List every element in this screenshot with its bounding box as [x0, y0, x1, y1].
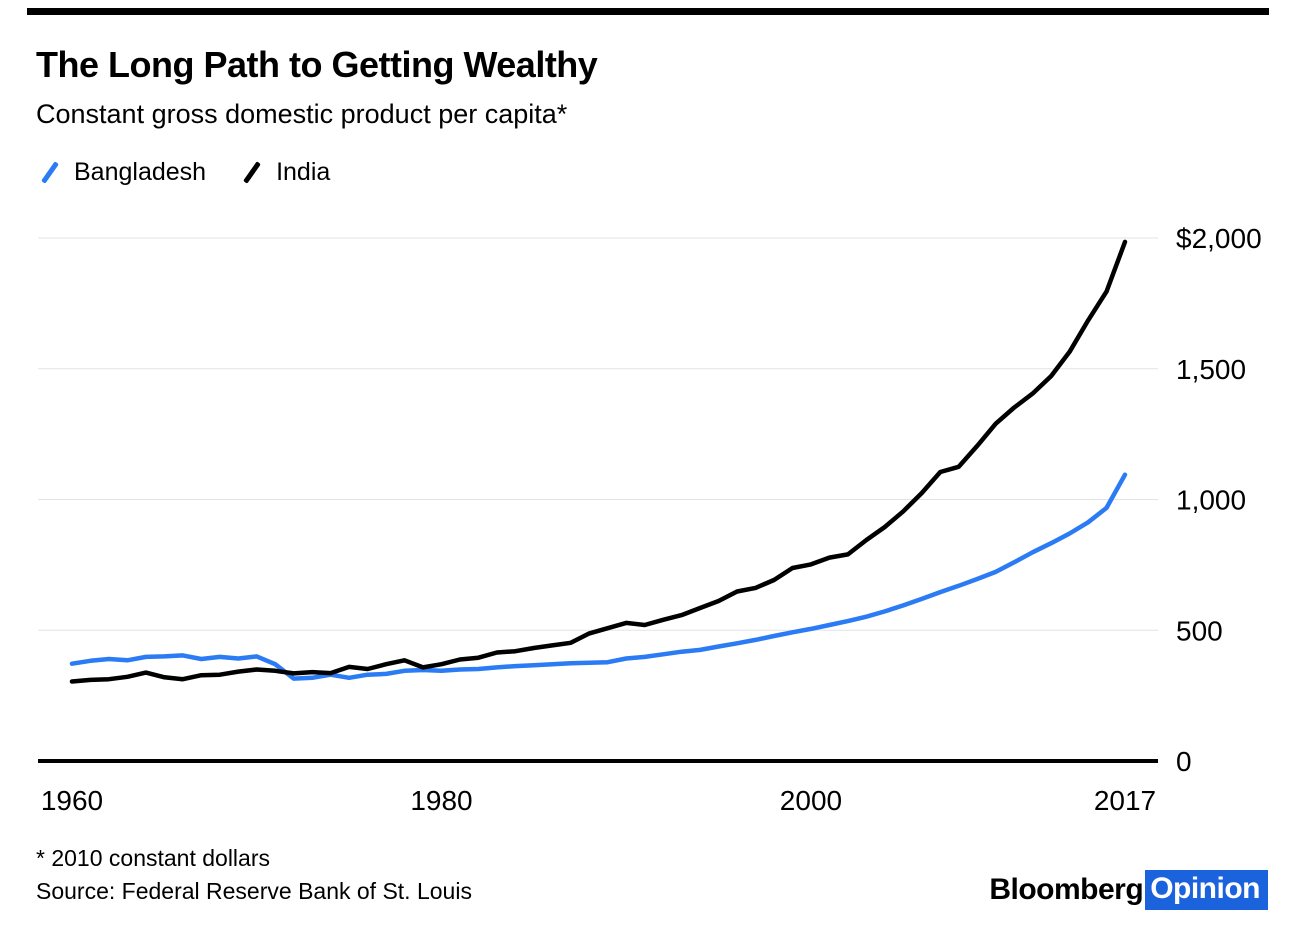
india-line-swatch-icon: [243, 161, 261, 184]
top-accent-bar: [27, 8, 1269, 15]
bloomberg-opinion-logo: Bloomberg Opinion: [989, 870, 1268, 910]
series-line-bangladesh: [69, 472, 1128, 681]
x-tick-label: 1980: [410, 785, 472, 816]
chart-footnote: * 2010 constant dollars: [36, 845, 270, 871]
legend-label-india: India: [276, 158, 331, 186]
legend-item-bangladesh: Bangladesh: [38, 158, 206, 187]
legend-item-india: India: [240, 158, 330, 187]
chart-subtitle: Constant gross domestic product per capi…: [36, 99, 568, 129]
x-tick-label: 1960: [41, 785, 103, 816]
chart-title: The Long Path to Getting Wealthy: [36, 44, 598, 85]
y-tick-label: 1,000: [1176, 485, 1246, 516]
logo-opinion-text: Opinion: [1145, 870, 1268, 910]
x-tick-label: 2000: [780, 785, 842, 816]
y-tick-label: 1,500: [1176, 354, 1246, 385]
bangladesh-line-swatch-icon: [41, 161, 59, 184]
logo-bloomberg-text: Bloomberg: [989, 873, 1144, 906]
x-tick-label: 2017: [1094, 785, 1156, 816]
y-tick-label: 500: [1176, 615, 1223, 646]
chart-source: Source: Federal Reserve Bank of St. Loui…: [36, 878, 472, 904]
line-chart: 0 500 1,000 1,500 $2,000 1960 1980 2000 2017: [38, 223, 1262, 816]
y-tick-label: 0: [1176, 746, 1192, 777]
legend: Bangladesh India: [38, 158, 330, 187]
series-line-india: [69, 239, 1128, 684]
legend-label-bangladesh: Bangladesh: [74, 158, 207, 186]
y-tick-label: $2,000: [1176, 223, 1262, 254]
